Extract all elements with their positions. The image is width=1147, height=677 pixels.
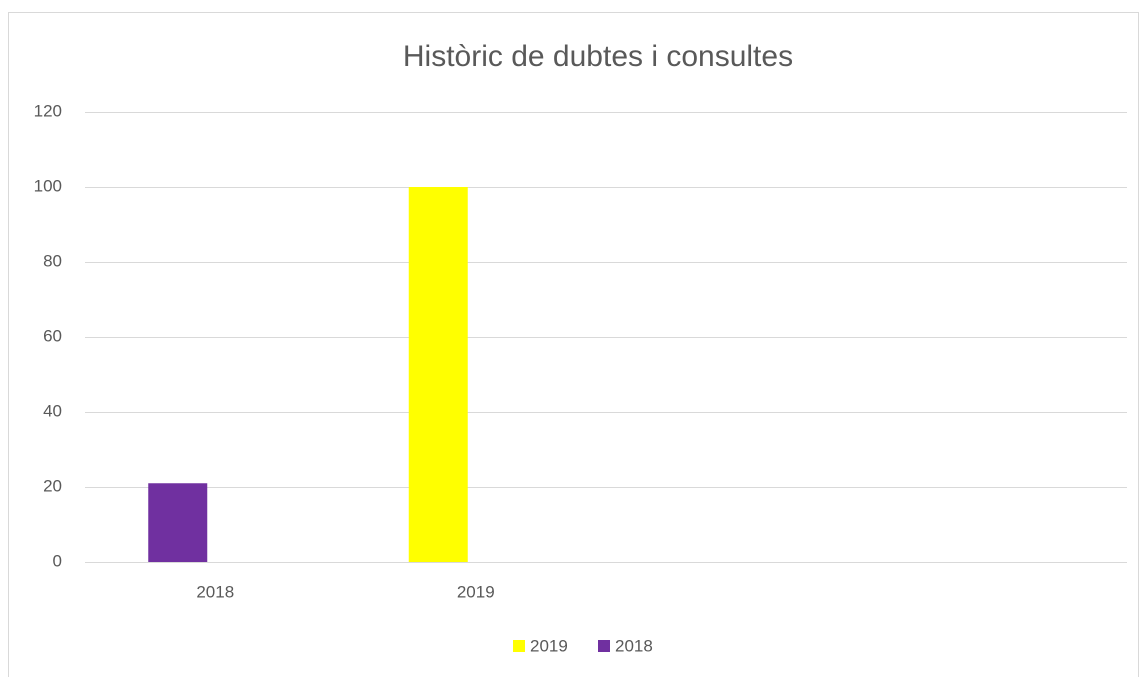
y-tick-label: 40: [43, 401, 62, 420]
y-tick-label: 120: [34, 101, 62, 120]
y-tick-label: 100: [34, 176, 62, 195]
legend-label: 2018: [615, 636, 653, 655]
bar: [408, 187, 468, 562]
x-tick-label: 2018: [196, 582, 234, 601]
chart-frame: [8, 12, 1139, 677]
y-tick-label: 80: [43, 251, 62, 270]
bar: [148, 483, 208, 562]
legend-swatch: [513, 640, 525, 652]
x-tick-label: 2019: [457, 582, 495, 601]
y-tick-label: 0: [53, 551, 62, 570]
y-tick-label: 20: [43, 476, 62, 495]
legend-label: 2019: [530, 636, 568, 655]
y-tick-label: 60: [43, 326, 62, 345]
legend-swatch: [598, 640, 610, 652]
chart-title: Històric de dubtes i consultes: [403, 40, 793, 73]
